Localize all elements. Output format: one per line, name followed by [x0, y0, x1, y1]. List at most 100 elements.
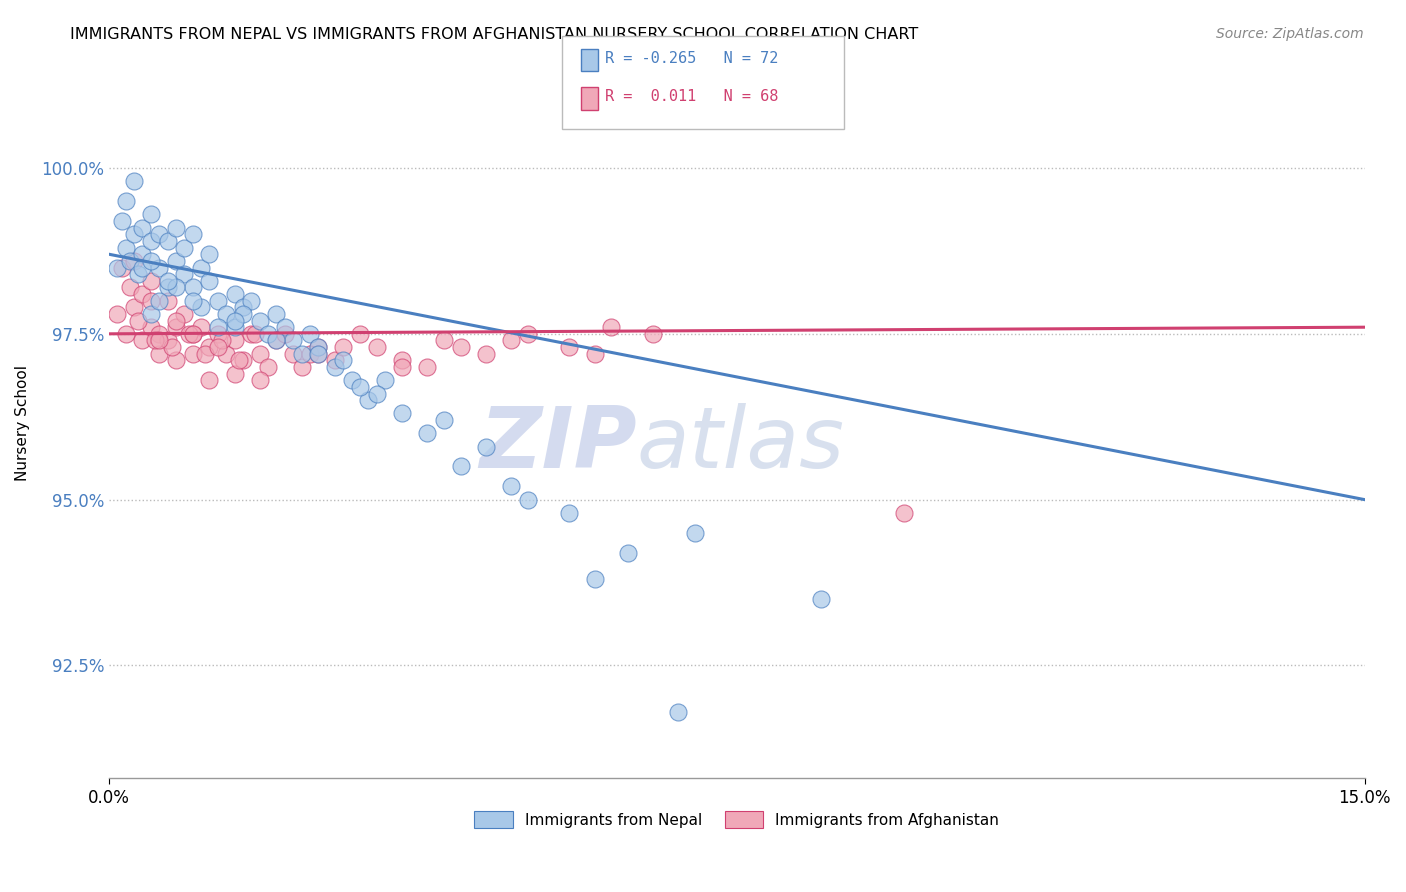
- Point: [165, 280, 187, 294]
- Point: [307, 347, 329, 361]
- Point: [274, 326, 297, 341]
- Point: [232, 301, 254, 315]
- Point: [139, 274, 162, 288]
- Point: [110, 214, 132, 228]
- Point: [114, 194, 136, 209]
- Point: [143, 334, 166, 348]
- Point: [232, 307, 254, 321]
- Point: [165, 313, 187, 327]
- Legend: Immigrants from Nepal, Immigrants from Afghanistan: Immigrants from Nepal, Immigrants from A…: [468, 805, 1005, 834]
- Point: [283, 347, 305, 361]
- Point: [122, 174, 145, 188]
- Point: [148, 293, 170, 308]
- Point: [283, 334, 305, 348]
- Text: Source: ZipAtlas.com: Source: ZipAtlas.com: [1216, 27, 1364, 41]
- Point: [224, 367, 246, 381]
- Point: [516, 326, 538, 341]
- Point: [474, 440, 496, 454]
- Point: [224, 287, 246, 301]
- Text: atlas: atlas: [637, 403, 845, 486]
- Text: R = -0.265   N = 72: R = -0.265 N = 72: [605, 51, 778, 66]
- Point: [139, 307, 162, 321]
- Point: [257, 359, 280, 374]
- Point: [198, 274, 221, 288]
- Point: [600, 320, 623, 334]
- Point: [516, 492, 538, 507]
- Point: [240, 326, 263, 341]
- Point: [683, 525, 706, 540]
- Point: [643, 326, 665, 341]
- Point: [290, 359, 312, 374]
- Point: [148, 334, 170, 348]
- Point: [122, 227, 145, 242]
- Point: [249, 313, 271, 327]
- Point: [165, 220, 187, 235]
- Point: [181, 326, 204, 341]
- Text: ZIP: ZIP: [479, 403, 637, 486]
- Point: [190, 301, 212, 315]
- Point: [416, 426, 439, 441]
- Point: [190, 320, 212, 334]
- Point: [156, 274, 179, 288]
- Point: [181, 347, 204, 361]
- Point: [257, 326, 280, 341]
- Point: [139, 320, 162, 334]
- Point: [127, 313, 149, 327]
- Point: [165, 353, 187, 368]
- Point: [173, 307, 195, 321]
- Point: [156, 293, 179, 308]
- Point: [181, 293, 204, 308]
- Point: [340, 373, 363, 387]
- Point: [114, 326, 136, 341]
- Text: R =  0.011   N = 68: R = 0.011 N = 68: [605, 89, 778, 104]
- Point: [349, 380, 371, 394]
- Point: [131, 287, 153, 301]
- Point: [110, 260, 132, 275]
- Point: [139, 234, 162, 248]
- Point: [332, 340, 354, 354]
- Point: [307, 347, 329, 361]
- Point: [114, 241, 136, 255]
- Point: [148, 326, 170, 341]
- Point: [245, 326, 267, 341]
- Point: [156, 280, 179, 294]
- Point: [228, 353, 250, 368]
- Point: [122, 301, 145, 315]
- Point: [290, 347, 312, 361]
- Point: [139, 207, 162, 221]
- Point: [131, 247, 153, 261]
- Point: [156, 334, 179, 348]
- Point: [224, 320, 246, 334]
- Point: [366, 386, 388, 401]
- Point: [131, 220, 153, 235]
- Point: [224, 313, 246, 327]
- Point: [122, 253, 145, 268]
- Point: [391, 406, 413, 420]
- Point: [374, 373, 396, 387]
- Point: [118, 253, 141, 268]
- Point: [266, 307, 288, 321]
- Point: [177, 326, 200, 341]
- Point: [298, 326, 321, 341]
- Point: [160, 340, 183, 354]
- Point: [266, 334, 288, 348]
- Point: [173, 241, 195, 255]
- Point: [181, 280, 204, 294]
- Point: [307, 340, 329, 354]
- Point: [198, 340, 221, 354]
- Point: [181, 227, 204, 242]
- Point: [207, 340, 229, 354]
- Point: [165, 253, 187, 268]
- Point: [249, 373, 271, 387]
- Point: [274, 320, 297, 334]
- Point: [131, 260, 153, 275]
- Point: [165, 320, 187, 334]
- Point: [391, 353, 413, 368]
- Point: [148, 227, 170, 242]
- Point: [323, 353, 346, 368]
- Point: [391, 359, 413, 374]
- Point: [332, 353, 354, 368]
- Point: [118, 280, 141, 294]
- Point: [215, 347, 238, 361]
- Point: [207, 320, 229, 334]
